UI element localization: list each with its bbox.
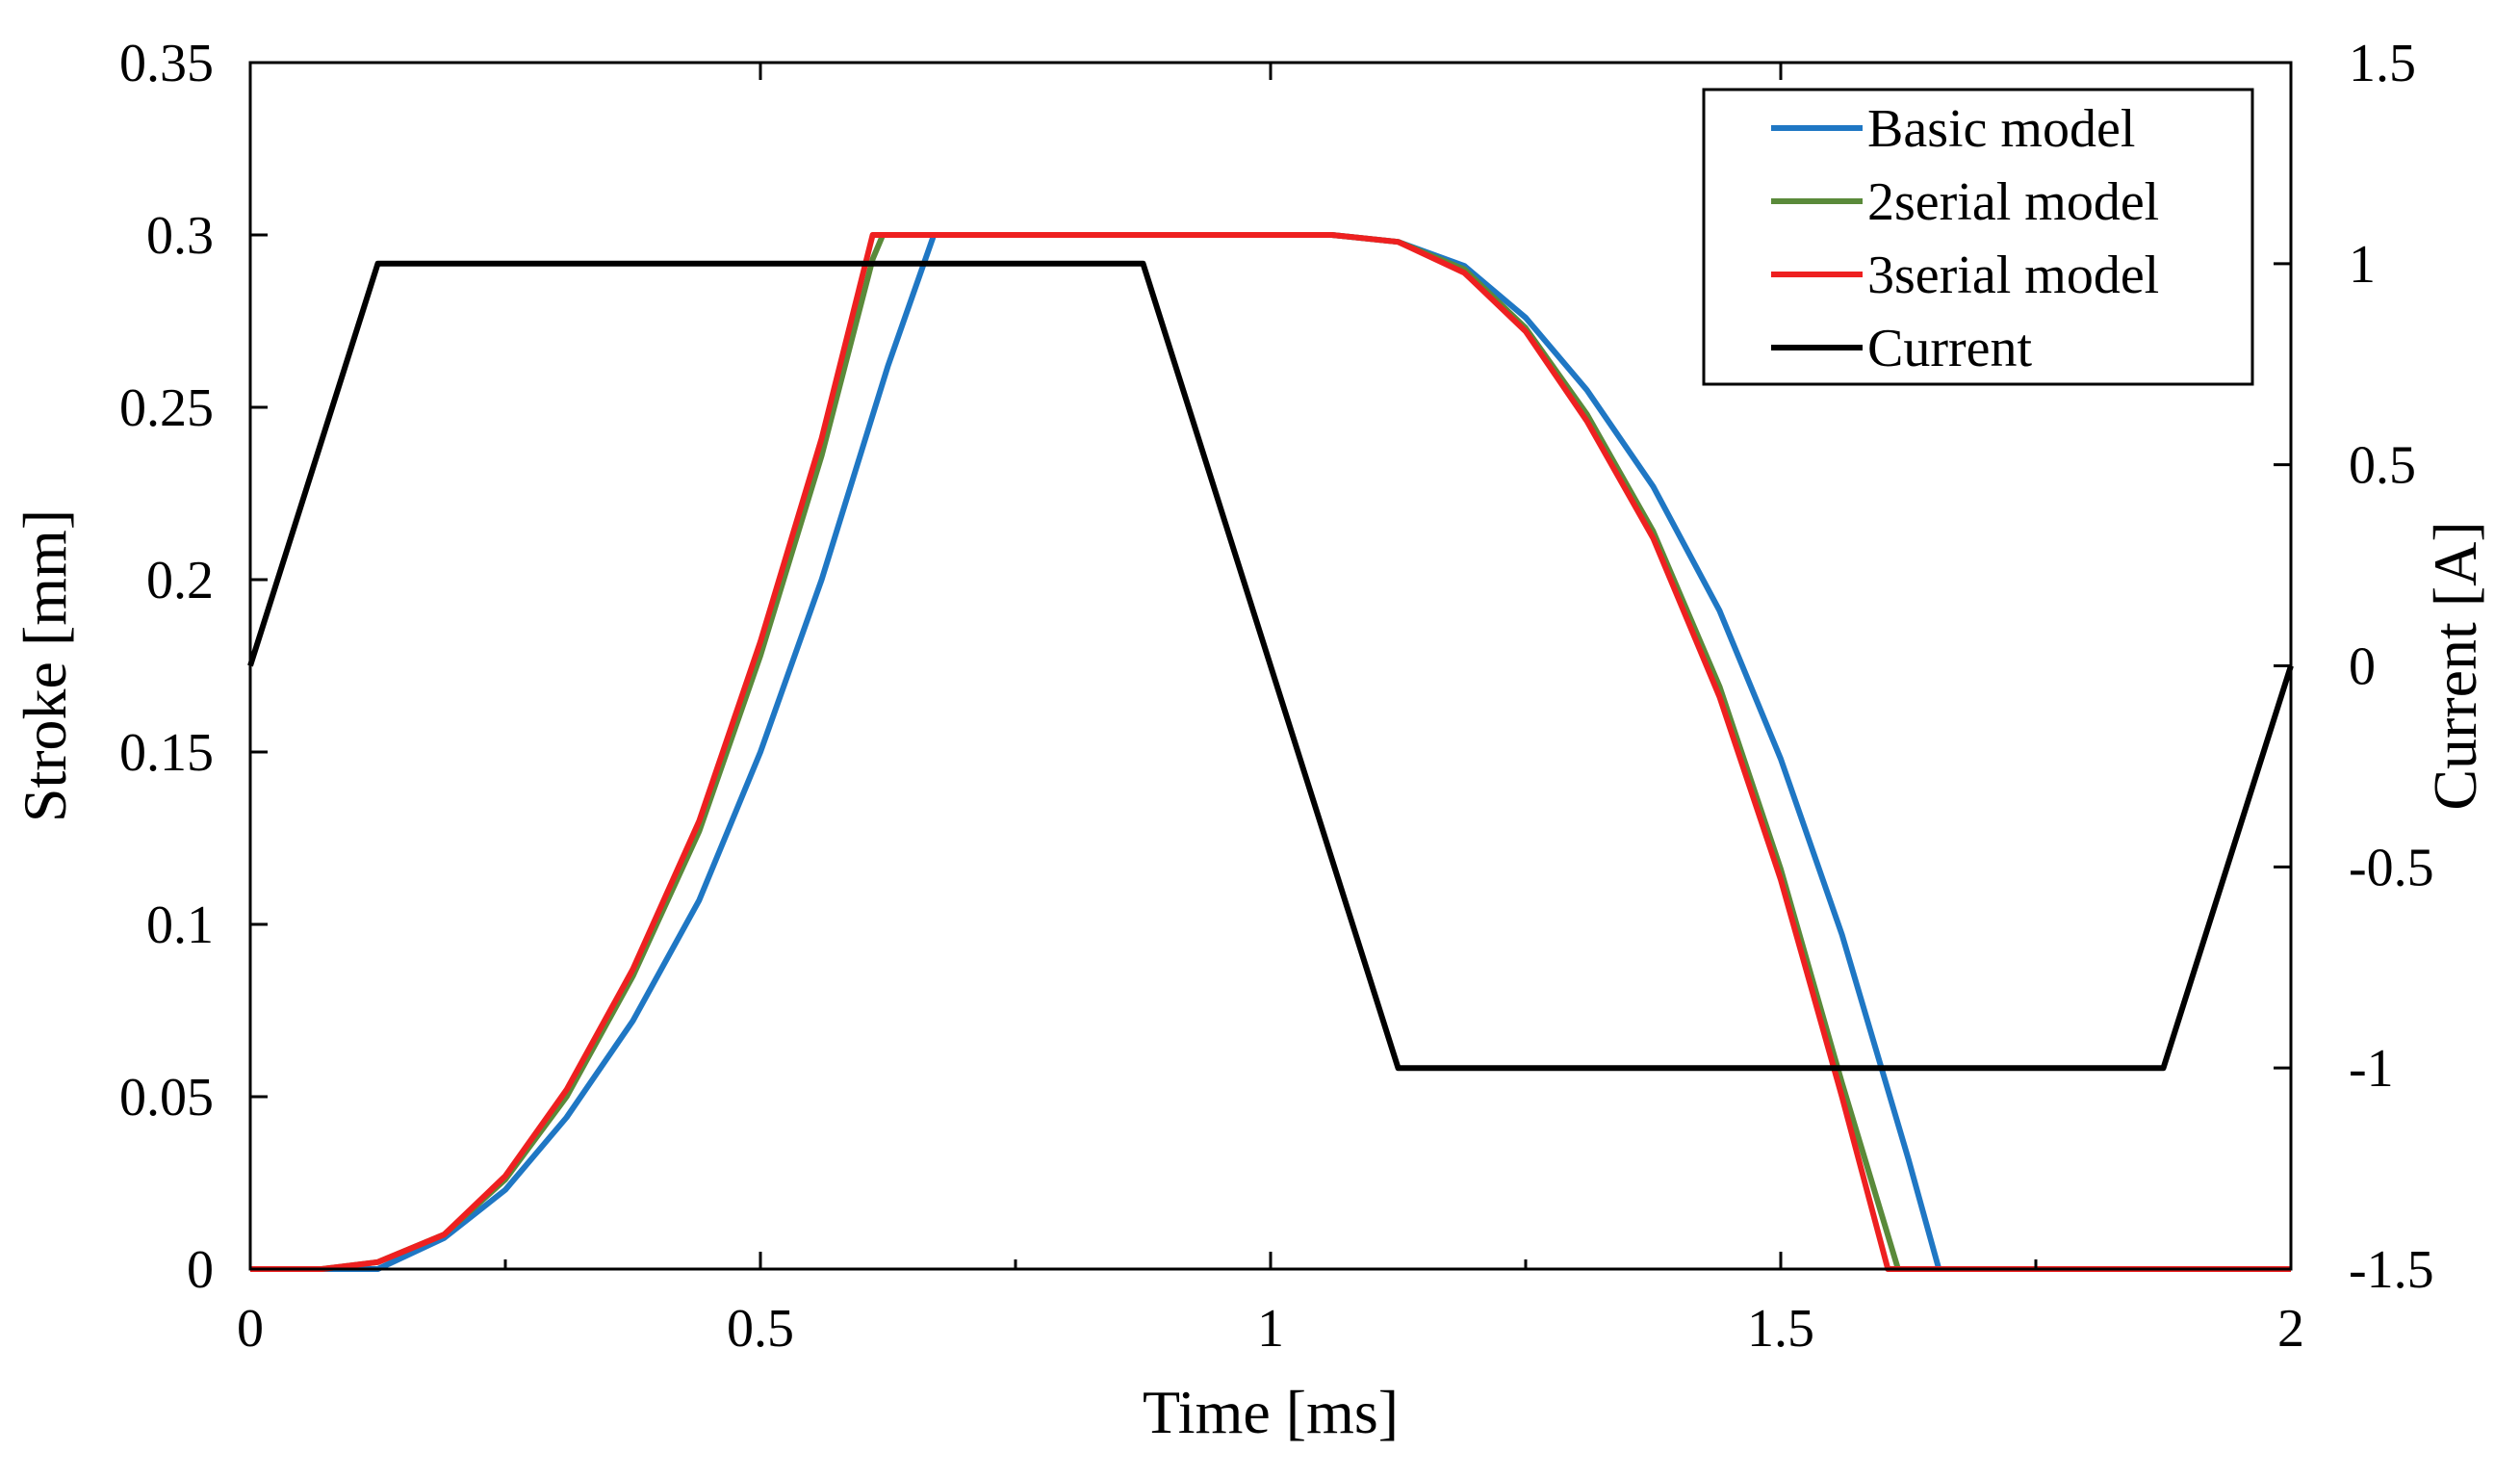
y-left-tick-label: 0.05 bbox=[119, 1068, 214, 1128]
y-left-tick-label: 0.2 bbox=[146, 551, 214, 610]
legend-label: 3serial model bbox=[1867, 246, 2159, 305]
y-left-tick-label: 0.15 bbox=[119, 723, 214, 783]
legend-label: Basic model bbox=[1867, 99, 2135, 159]
x-tick-label: 2 bbox=[2277, 1299, 2304, 1359]
y-right-tick-label: -0.5 bbox=[2349, 838, 2434, 897]
y-left-tick-label: 0.3 bbox=[146, 206, 214, 266]
x-axis-title: Time [ms] bbox=[1143, 1378, 1399, 1446]
legend: Basic model 2serial model 3serial model Cur… bbox=[1702, 88, 2254, 386]
x-tick-label: 1.5 bbox=[1747, 1299, 1814, 1359]
plot-area bbox=[247, 61, 2294, 1272]
legend-items: Basic model 2serial model 3serial model Cur… bbox=[1771, 99, 2159, 378]
y-left-axis-ticks: 0 0.05 0.1 0.15 0.2 0.25 0.3 0.35 bbox=[119, 34, 268, 1300]
x-tick-label: 1 bbox=[1257, 1299, 1284, 1359]
legend-box bbox=[1702, 88, 2254, 386]
y-left-tick-label: 0.25 bbox=[119, 378, 214, 438]
series-line-3serial-model bbox=[250, 232, 2291, 1272]
series-layer bbox=[247, 232, 2294, 1272]
legend-label: 2serial model bbox=[1867, 172, 2159, 232]
y-right-axis-title: Current [A] bbox=[2421, 521, 2489, 810]
y-left-axis-title: Stroke [mm] bbox=[11, 509, 79, 822]
y-left-tick-label: 0.35 bbox=[119, 34, 214, 93]
y-left-tick-label: 0 bbox=[187, 1240, 214, 1300]
y-right-axis-ticks: -1.5 -1 -0.5 0 0.5 1 1.5 bbox=[2274, 34, 2434, 1300]
legend-label: Current bbox=[1867, 319, 2033, 378]
x-tick-label: 0.5 bbox=[727, 1299, 794, 1359]
x-axis-ticks: 0 0.5 1 1.5 2 bbox=[237, 63, 2304, 1359]
y-right-tick-label: 0.5 bbox=[2349, 436, 2416, 496]
y-right-tick-label: 1 bbox=[2349, 235, 2376, 295]
y-right-tick-label: -1 bbox=[2349, 1039, 2394, 1099]
y-left-tick-label: 0.1 bbox=[146, 895, 214, 955]
y-right-tick-label: 1.5 bbox=[2349, 34, 2416, 93]
x-tick-label: 0 bbox=[237, 1299, 264, 1359]
y-right-tick-label: 0 bbox=[2349, 637, 2376, 697]
series-line-current bbox=[247, 260, 2294, 1072]
y-right-tick-label: -1.5 bbox=[2349, 1240, 2434, 1300]
